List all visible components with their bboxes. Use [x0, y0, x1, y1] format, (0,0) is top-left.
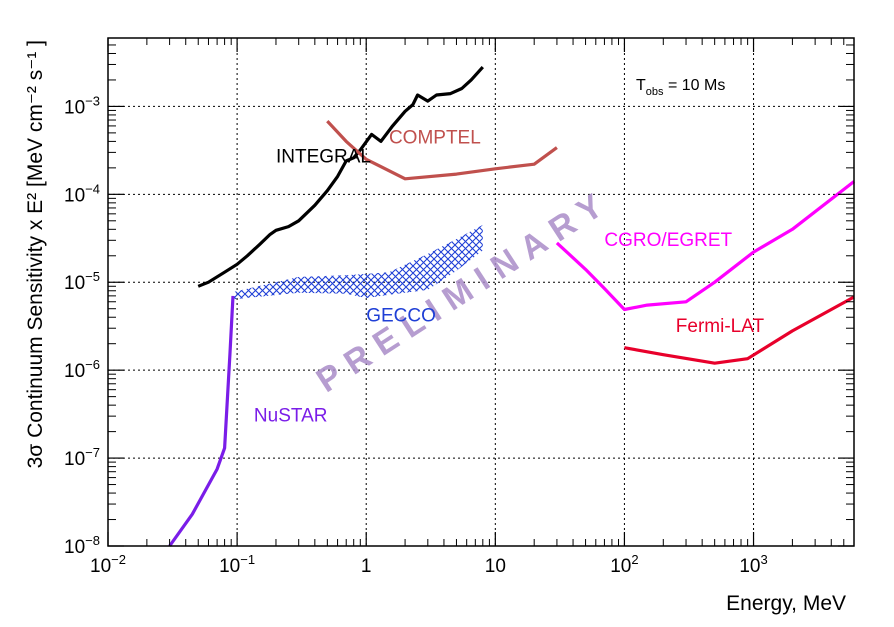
integral-line — [197, 66, 484, 288]
y-tick-base-4: 10 — [64, 185, 85, 206]
y-tick-base-3: 10 — [64, 273, 85, 294]
x-tick-base-1: 10 — [219, 556, 240, 577]
x-tick-label-4: 102 — [610, 552, 638, 577]
gecco-label: GECCO — [366, 305, 436, 326]
x-tick-label-3: 10 — [485, 556, 506, 577]
series-layer — [168, 66, 855, 547]
y-tick-exp-5: −3 — [85, 93, 100, 108]
y-tick-label-4: 10−4 — [64, 181, 100, 206]
plot-frame — [107, 37, 855, 547]
cgro-egret-line — [555, 180, 855, 312]
plot-background — [108, 38, 854, 546]
nustar-label: NuSTAR — [254, 406, 328, 427]
x-tick-base-4: 10 — [610, 556, 631, 577]
y-tick-base-0: 10 — [64, 537, 85, 558]
y-axis-title: 3σ Continuum Sensitivity x E² [MeV cm⁻² … — [24, 40, 47, 468]
fermi-lat-line — [624, 295, 855, 365]
x-tick-label-2: 1 — [361, 556, 372, 577]
x-tick-base-0: 10 — [90, 556, 111, 577]
y-tick-label-5: 10−3 — [64, 93, 100, 118]
x-tick-base-5: 10 — [739, 556, 760, 577]
x-axis-title: Energy, MeV — [726, 592, 846, 615]
observation-time-annotation: Tobs = 10 Ms — [636, 77, 725, 98]
x-tick-exp-5: 3 — [760, 552, 767, 567]
y-tick-label-3: 10−5 — [64, 269, 100, 294]
y-tick-exp-3: −5 — [85, 269, 100, 284]
x-tick-base-3: 10 — [485, 556, 506, 577]
ticks — [107, 38, 854, 547]
x-tick-exp-0: −2 — [111, 552, 126, 567]
y-tick-exp-2: −6 — [85, 357, 100, 372]
gecco-band — [234, 224, 483, 300]
y-tick-base-5: 10 — [64, 97, 85, 118]
annotation-subscript: obs — [646, 86, 664, 98]
tick-labels: 10−2 10−1 1 10 102 10310−810−710−610−510−410−… — [64, 93, 768, 577]
integral-label: INTEGRAL — [276, 147, 371, 168]
y-tick-label-1: 10−7 — [64, 445, 100, 470]
y-tick-exp-4: −4 — [85, 181, 100, 196]
y-tick-exp-0: −8 — [85, 533, 100, 548]
y-tick-label-2: 10−6 — [64, 357, 100, 382]
comptel-label: COMPTEL — [389, 127, 481, 148]
x-tick-exp-4: 2 — [631, 552, 638, 567]
y-tick-base-1: 10 — [64, 449, 85, 470]
x-tick-label-1: 10−1 — [219, 552, 255, 577]
cgro-egret-label: CGRO/EGRET — [604, 230, 732, 251]
annotation-rest: = 10 Ms — [664, 77, 726, 94]
x-tick-base-2: 1 — [361, 556, 372, 577]
x-tick-label-5: 103 — [739, 552, 767, 577]
y-tick-exp-1: −7 — [85, 445, 100, 460]
series-labels: INTEGRAL COMPTEL CGRO/EGRET Fermi-LAT NuSTAR… — [254, 127, 765, 426]
comptel-line — [326, 120, 558, 181]
nustar-line — [168, 295, 235, 547]
x-tick-exp-1: −1 — [240, 552, 255, 567]
annotation-main: T — [636, 77, 646, 94]
x-tick-label-0: 10−2 — [90, 552, 126, 577]
fermi-lat-label: Fermi-LAT — [676, 316, 765, 337]
y-tick-label-0: 10−8 — [64, 533, 100, 558]
y-tick-base-2: 10 — [64, 361, 85, 382]
